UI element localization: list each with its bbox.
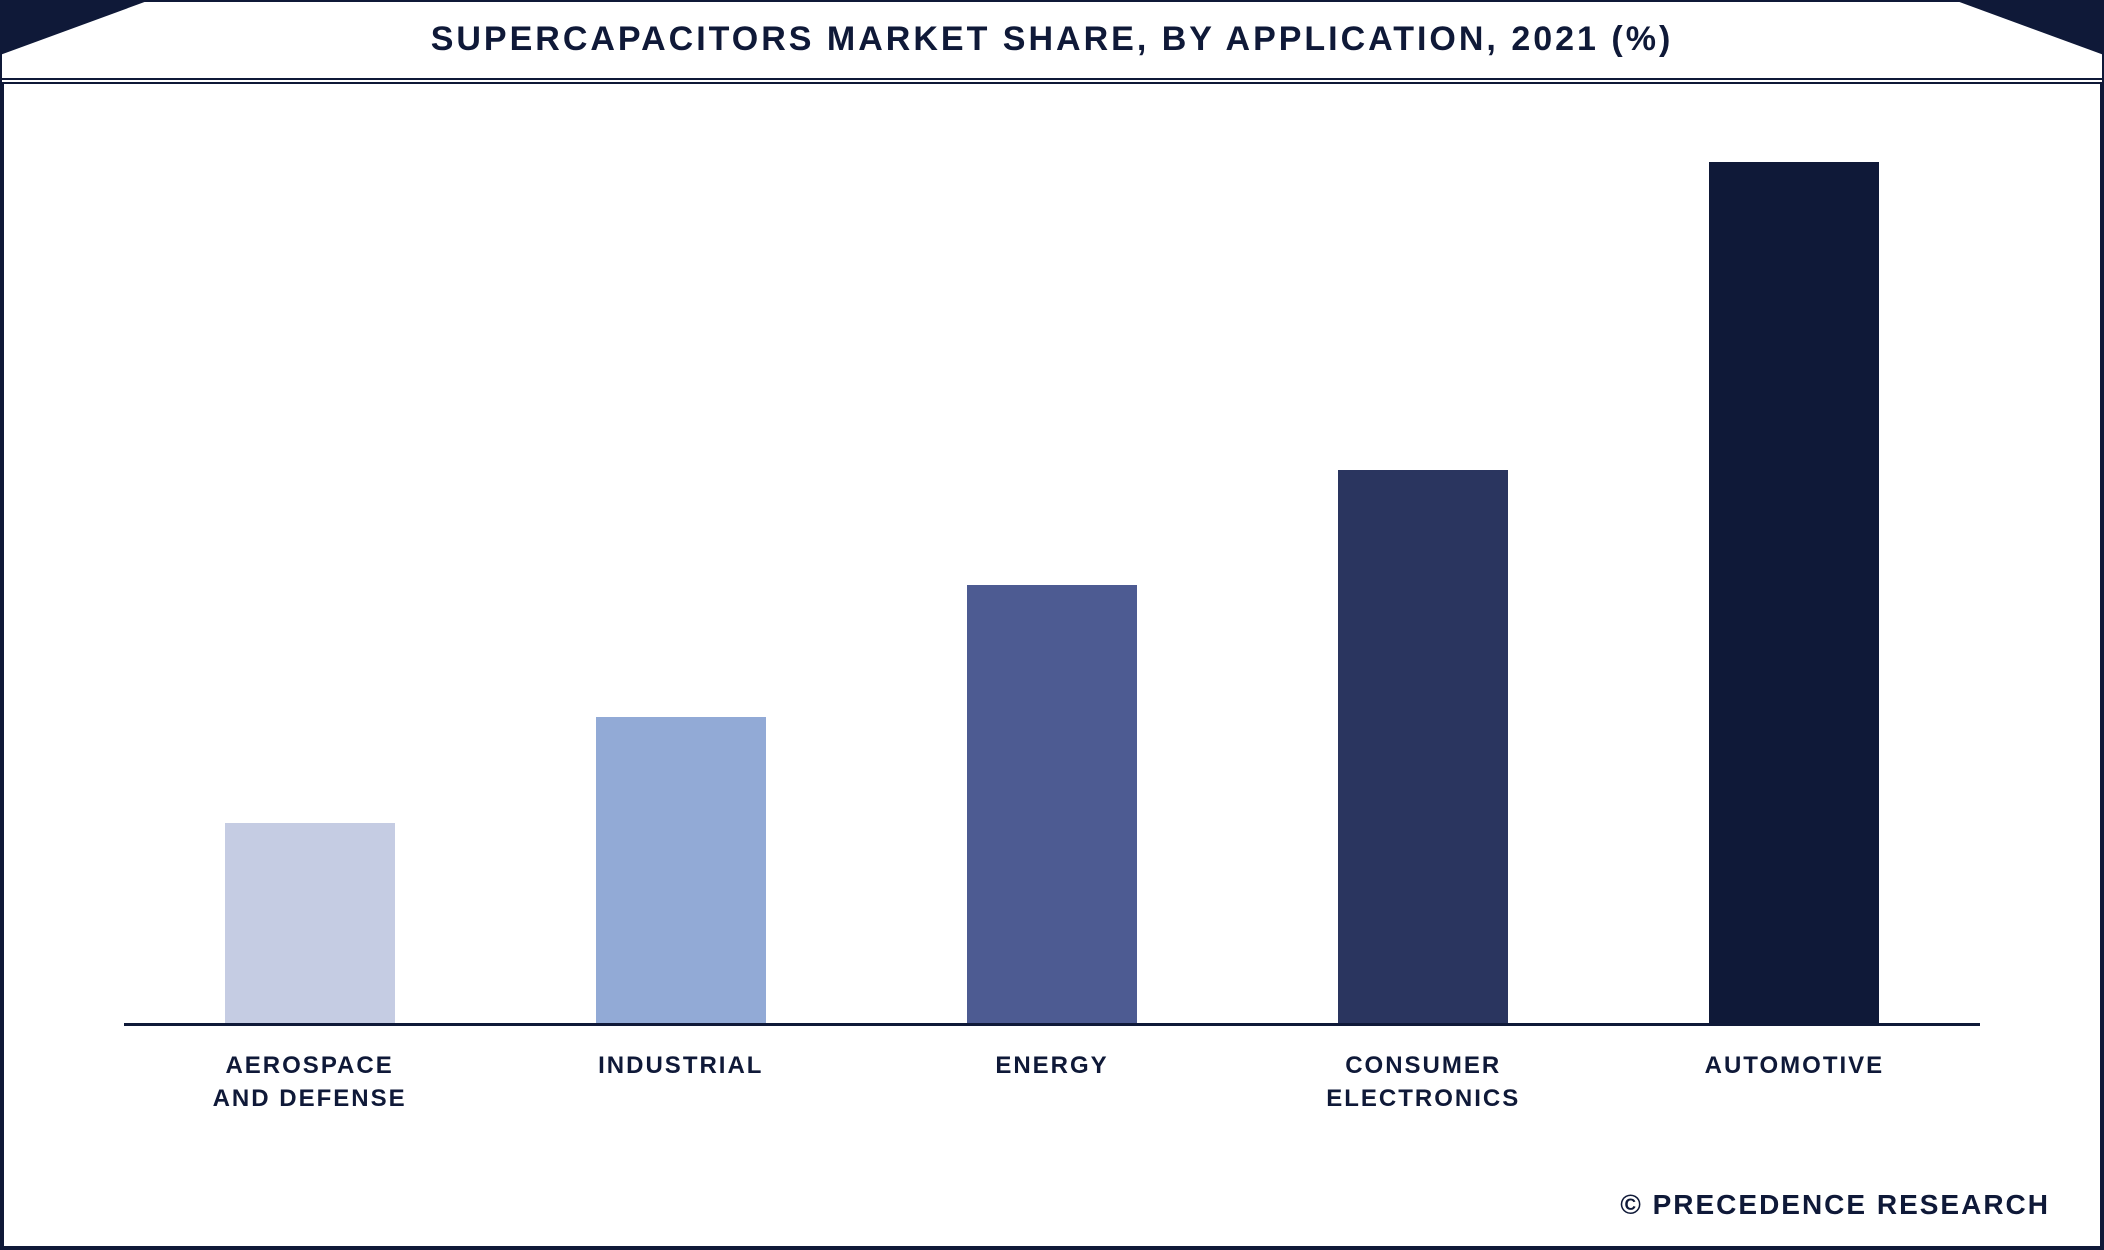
plot-region [124,144,1980,1026]
x-label: ENERGY [866,1049,1237,1116]
bar-aerospace-and-defense [225,823,395,1026]
bar-consumer-electronics [1338,470,1508,1026]
bar-slot [124,144,495,1026]
bar-energy [967,585,1137,1026]
chart-title: SUPERCAPACITORS MARKET SHARE, BY APPLICA… [431,20,1674,59]
x-label: AEROSPACEAND DEFENSE [124,1049,495,1116]
bar-automotive [1709,162,1879,1026]
bar-slot [866,144,1237,1026]
bar-slot [1609,144,1980,1026]
title-bar: SUPERCAPACITORS MARKET SHARE, BY APPLICA… [0,0,2104,80]
bar-slot [1238,144,1609,1026]
attribution-text: © PRECEDENCE RESEARCH [1620,1189,2050,1221]
x-label: INDUSTRIAL [495,1049,866,1116]
x-axis-labels: AEROSPACEAND DEFENSEINDUSTRIALENERGYCONS… [124,1049,1980,1116]
x-label: CONSUMERELECTRONICS [1238,1049,1609,1116]
bars-container [124,144,1980,1026]
x-label: AUTOMOTIVE [1609,1049,1980,1116]
bar-industrial [596,717,766,1026]
bar-slot [495,144,866,1026]
chart-area: AEROSPACEAND DEFENSEINDUSTRIALENERGYCONS… [2,82,2102,1248]
chart-baseline [124,1023,1980,1026]
